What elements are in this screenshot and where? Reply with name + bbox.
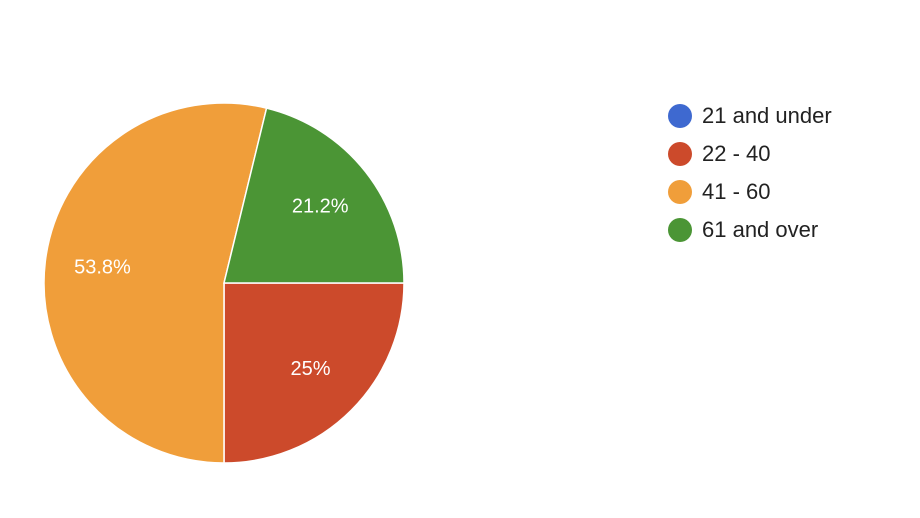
legend-label: 22 - 40: [702, 141, 771, 166]
slice-label: 21.2%: [292, 196, 349, 218]
legend-marker: [668, 218, 692, 242]
legend-marker: [668, 142, 692, 166]
pie-slice: [223, 282, 405, 464]
slice-label: 53.8%: [74, 257, 131, 279]
legend-label: 41 - 60: [702, 179, 771, 204]
legend-label: 21 and under: [702, 103, 832, 128]
pie-slice: [43, 102, 268, 464]
legend-label: 61 and over: [702, 217, 818, 242]
legend-marker: [668, 104, 692, 128]
legend-marker: [668, 180, 692, 204]
pie-slice: [223, 107, 405, 284]
slice-label: 25%: [291, 358, 331, 380]
